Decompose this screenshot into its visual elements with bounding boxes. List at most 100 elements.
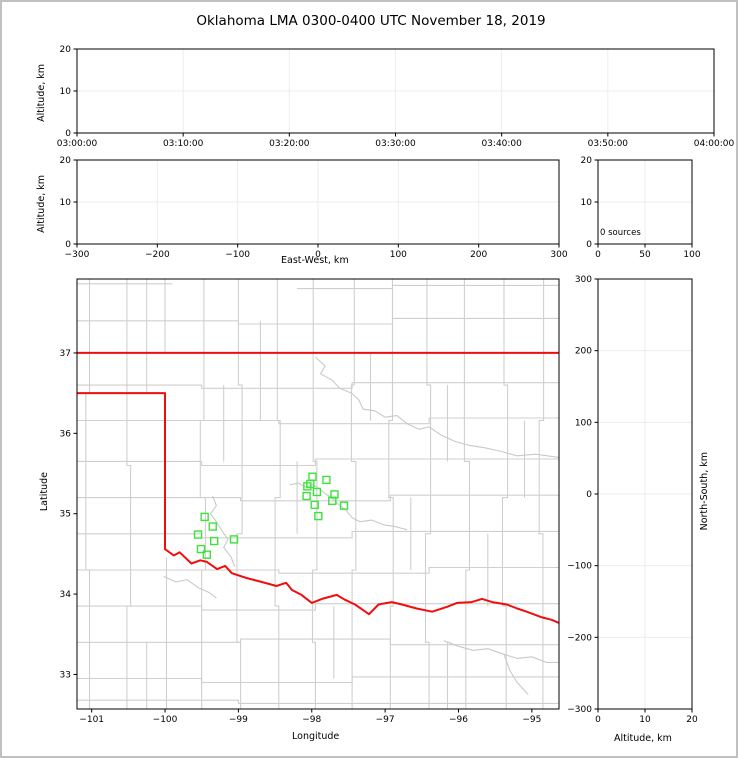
county-boundary bbox=[77, 566, 559, 574]
lma-source-marker bbox=[193, 530, 203, 539]
northsouth_altitude-ytick-label: −100 bbox=[567, 562, 592, 572]
time-panel-ylabel: Altitude, km bbox=[36, 64, 47, 122]
ew-panel-xlabel: East-West, km bbox=[281, 255, 349, 266]
plan_view_map-ytick-label: 34 bbox=[60, 590, 72, 600]
plan_view_map-xtick-label: −101 bbox=[79, 715, 104, 725]
lma-source-marker bbox=[229, 535, 239, 544]
river-line bbox=[163, 575, 217, 599]
altitude_time-xtick-label: 03:10:00 bbox=[163, 139, 204, 149]
ew-panel-ylabel: Altitude, km bbox=[36, 175, 47, 233]
northsouth_altitude-xtick-label: 20 bbox=[686, 715, 698, 725]
river-line bbox=[289, 482, 408, 531]
plan_view_map-xtick-label: −98 bbox=[302, 715, 321, 725]
altitude_eastwest-xtick-label: −200 bbox=[145, 250, 170, 260]
altitude_time-xtick-label: 03:30:00 bbox=[375, 139, 416, 149]
altitude_histogram-xtick-label: 0 bbox=[595, 250, 601, 260]
northsouth_altitude-ytick-label: 100 bbox=[575, 418, 592, 428]
source-count-annotation: 0 sources bbox=[600, 228, 641, 238]
county-boundary bbox=[311, 279, 318, 709]
oklahoma-state-border bbox=[77, 392, 559, 624]
northsouth_altitude-xtick-label: 0 bbox=[595, 715, 601, 725]
county-boundary bbox=[77, 417, 559, 425]
altitude_eastwest-xtick-label: 300 bbox=[550, 250, 567, 260]
altitude_histogram-xtick-label: 50 bbox=[639, 250, 651, 260]
altitude_eastwest-ytick-label: 0 bbox=[65, 240, 71, 250]
ns-panel-ylabel-right: North-South, km bbox=[699, 452, 710, 531]
altitude_histogram-xtick-label: 100 bbox=[683, 250, 700, 260]
altitude_eastwest-xtick-label: 100 bbox=[390, 250, 407, 260]
lma-source-marker bbox=[202, 550, 212, 559]
lma-source-marker bbox=[302, 491, 311, 501]
altitude_time-xtick-label: 04:00:00 bbox=[694, 139, 735, 149]
map-panel-ylabel: Latitude bbox=[39, 472, 50, 512]
map-layers bbox=[77, 279, 559, 709]
county-boundary bbox=[199, 279, 206, 709]
county-boundary bbox=[77, 458, 559, 467]
county-boundary bbox=[501, 279, 509, 709]
county-boundary bbox=[85, 279, 91, 709]
lma-source-marker bbox=[196, 544, 206, 554]
plan_view_map-ytick-label: 36 bbox=[60, 429, 72, 439]
ns-panel-xlabel: Altitude, km bbox=[614, 733, 672, 744]
altitude_time-ytick-label: 0 bbox=[65, 129, 71, 139]
plan_view_map-axes-frame bbox=[76, 278, 560, 710]
lma-source-marker bbox=[339, 501, 349, 510]
plan_view_map-xtick-label: −96 bbox=[449, 715, 468, 725]
lma-source-marker bbox=[328, 496, 337, 506]
northsouth_altitude-ytick-label: 300 bbox=[575, 275, 592, 285]
altitude_eastwest-xtick-label: 200 bbox=[470, 250, 487, 260]
plan_view_map-ytick-label: 37 bbox=[60, 349, 71, 359]
altitude_histogram-ytick-label: 0 bbox=[586, 240, 592, 250]
altitude_eastwest-xtick-label: −100 bbox=[225, 250, 250, 260]
lma-source-marker bbox=[322, 475, 331, 485]
river-line bbox=[503, 654, 529, 695]
plan_view_map-xtick-label: −97 bbox=[376, 715, 395, 725]
altitude_time-ytick-label: 20 bbox=[60, 45, 72, 55]
county-boundary bbox=[274, 279, 281, 709]
lma-source-marker bbox=[209, 536, 219, 546]
altitude_eastwest-ytick-label: 10 bbox=[60, 198, 72, 208]
county-boundary bbox=[538, 279, 545, 709]
map-panel-xlabel: Longitude bbox=[292, 731, 340, 742]
plan_view_map-xtick-label: −95 bbox=[522, 715, 541, 725]
plan_view_map-ytick-label: 33 bbox=[60, 670, 71, 680]
county-boundary bbox=[126, 279, 132, 709]
lma-source-marker bbox=[314, 511, 323, 521]
lma-source-marker bbox=[208, 522, 217, 531]
altitude_histogram-ytick-label: 20 bbox=[581, 156, 593, 166]
lma-source-marker bbox=[200, 512, 209, 522]
altitude_time-xtick-label: 03:00:00 bbox=[57, 139, 98, 149]
county-boundary bbox=[77, 676, 559, 684]
county-boundary bbox=[77, 530, 559, 539]
figure-title: Oklahoma LMA 0300-0400 UTC November 18, … bbox=[196, 13, 546, 29]
altitude_time-ytick-label: 10 bbox=[60, 87, 72, 97]
county-boundary bbox=[236, 279, 243, 709]
county-boundary bbox=[297, 284, 559, 290]
county-boundary bbox=[350, 279, 357, 709]
plan_view_map-ytick-label: 35 bbox=[60, 510, 71, 520]
river-line bbox=[315, 356, 559, 458]
county-boundary bbox=[463, 279, 471, 709]
altitude_eastwest-xtick-label: −300 bbox=[65, 250, 90, 260]
northsouth_altitude-ytick-label: −200 bbox=[567, 633, 592, 643]
lma-source-marker bbox=[310, 500, 319, 510]
county-boundary bbox=[77, 603, 559, 611]
county-boundary bbox=[77, 317, 559, 325]
altitude_histogram-ytick-label: 10 bbox=[581, 198, 593, 208]
plan_view_map-xtick-label: −99 bbox=[229, 715, 248, 725]
lma-source-marker bbox=[306, 479, 315, 489]
northsouth_altitude-ytick-label: −300 bbox=[567, 705, 592, 715]
lma-source-marker bbox=[308, 472, 317, 481]
altitude_eastwest-ytick-label: 20 bbox=[60, 156, 72, 166]
altitude_time-xtick-label: 03:50:00 bbox=[588, 139, 629, 149]
river-line bbox=[443, 640, 559, 663]
county-boundary bbox=[388, 279, 394, 709]
county-boundary bbox=[77, 638, 559, 646]
altitude_time-xtick-label: 03:40:00 bbox=[481, 139, 522, 149]
county-boundary bbox=[77, 382, 559, 389]
county-boundary bbox=[424, 279, 432, 709]
altitude_eastwest-xtick-label: 0 bbox=[315, 250, 321, 260]
county-boundary bbox=[77, 699, 559, 704]
